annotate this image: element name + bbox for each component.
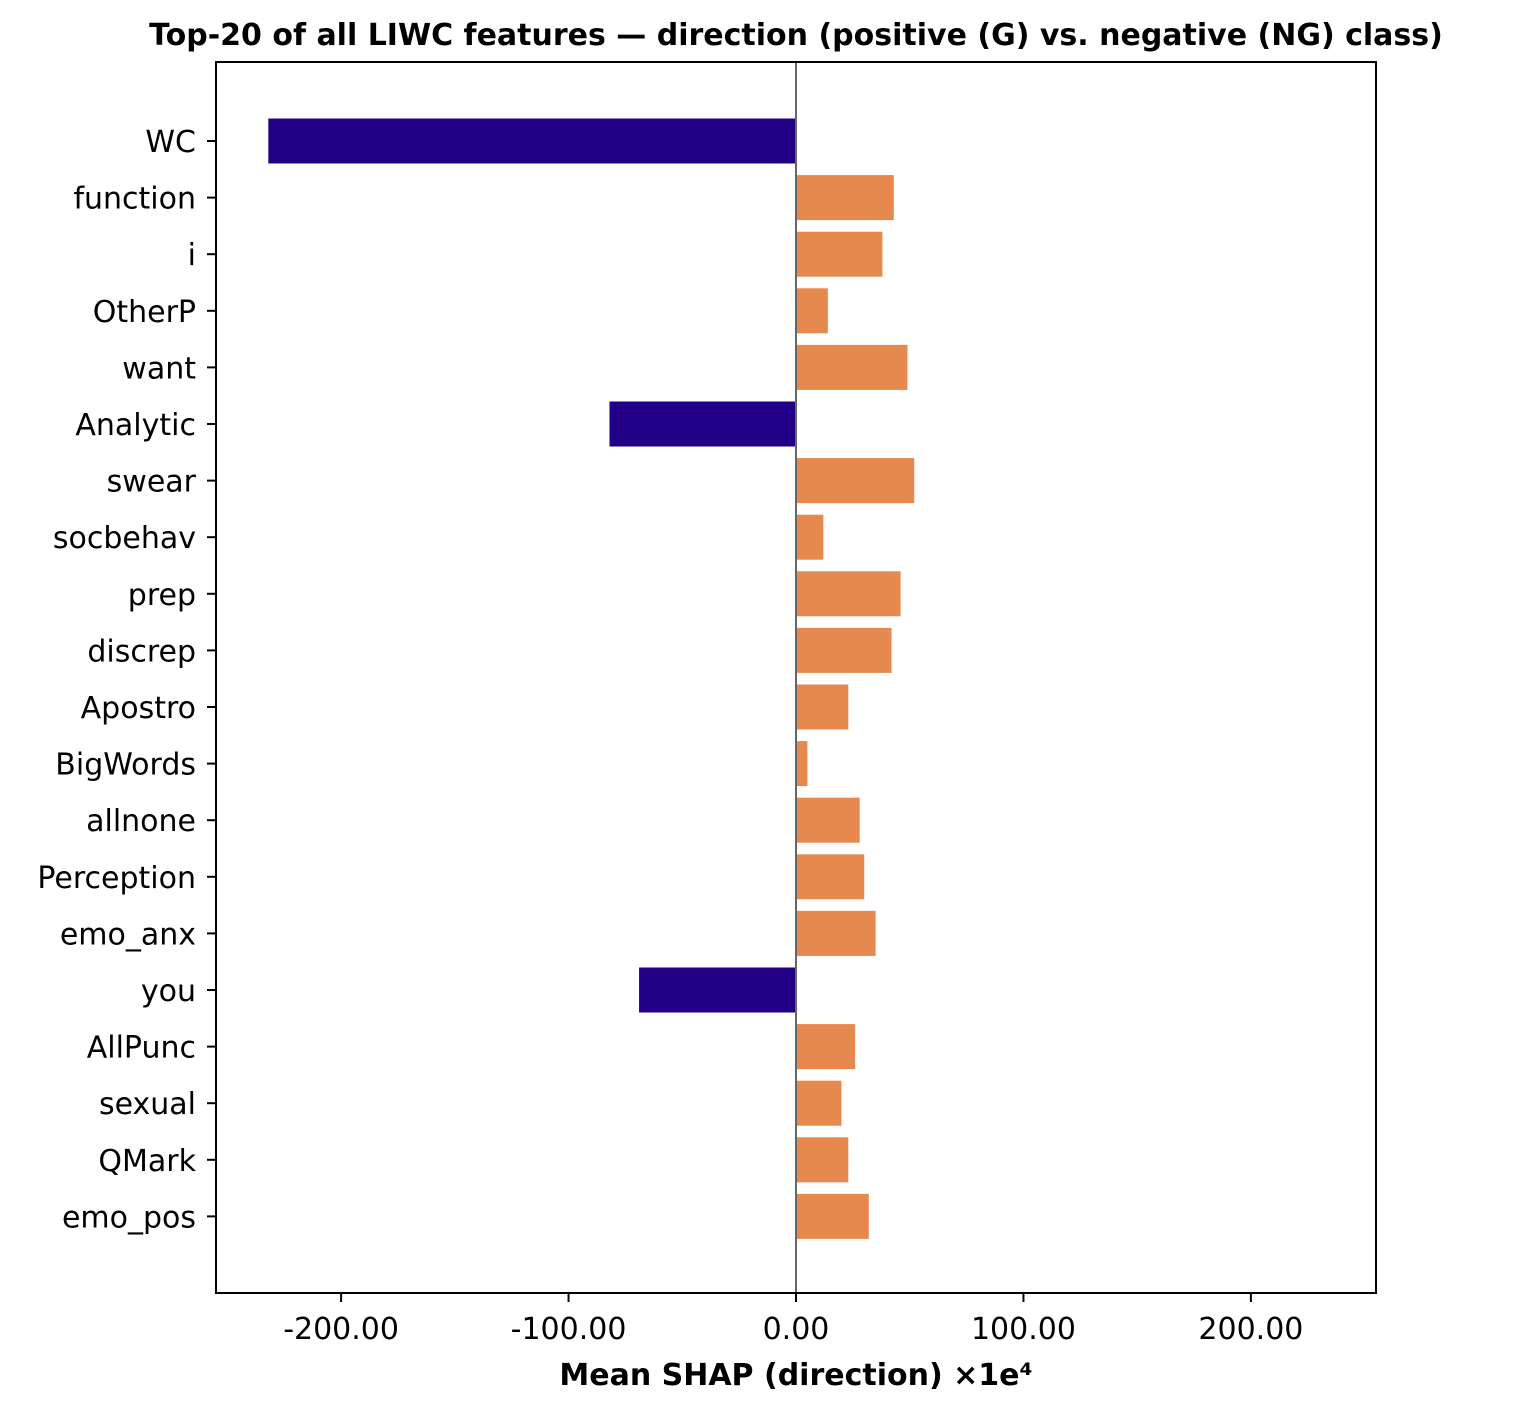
bar-allnone: [796, 797, 860, 843]
y-tick-label: prep: [128, 578, 196, 613]
y-tick-label: want: [122, 351, 196, 386]
y-tick-label: swear: [107, 465, 197, 500]
bar-sexual: [796, 1080, 842, 1126]
bar-emo_pos: [796, 1193, 869, 1239]
bar-want: [796, 344, 908, 390]
bar-apostro: [796, 684, 849, 730]
chart-title: Top-20 of all LIWC features — direction …: [149, 18, 1443, 53]
bar-emo_anx: [796, 910, 876, 956]
y-tick-label: emo_pos: [62, 1200, 196, 1235]
bar-discrep: [796, 627, 892, 673]
y-tick-label: allnone: [86, 804, 196, 839]
y-tick-label: Apostro: [81, 691, 196, 726]
y-tick-label: you: [141, 974, 196, 1009]
bar-bigwords: [796, 741, 808, 787]
y-tick-label: AllPunc: [87, 1031, 196, 1066]
y-tick-label: i: [188, 238, 196, 273]
bars-layer: [268, 118, 915, 1239]
y-tick-label: OtherP: [93, 295, 196, 330]
bar-function: [796, 175, 894, 221]
bar-you: [639, 967, 796, 1013]
y-tick-label: discrep: [87, 634, 196, 669]
y-tick-label: Perception: [37, 861, 196, 896]
y-tick-label: QMark: [98, 1144, 196, 1179]
bar-qmark: [796, 1137, 849, 1183]
bar-wc: [268, 118, 796, 164]
y-axis: WC function i OtherP want Analytic swear socbeh…: [37, 125, 216, 1235]
bar-i: [796, 231, 883, 277]
x-tick-label: -100.00: [511, 1312, 627, 1347]
bar-analytic: [609, 401, 796, 447]
bar-swear: [796, 458, 915, 504]
bar-socbehav: [796, 514, 824, 560]
bar-otherp: [796, 288, 828, 334]
y-tick-label: socbehav: [53, 521, 196, 556]
x-tick-label: 100.00: [971, 1312, 1076, 1347]
bar-allpunc: [796, 1024, 856, 1070]
y-tick-label: function: [73, 182, 196, 217]
bar-perception: [796, 854, 865, 900]
y-tick-label: emo_anx: [60, 917, 196, 952]
bar-prep: [796, 571, 901, 617]
x-tick-label: 200.00: [1198, 1312, 1303, 1347]
y-tick-label: Analytic: [75, 408, 196, 443]
x-tick-label: 0.00: [763, 1312, 830, 1347]
x-axis: -200.00 -100.00 0.00 100.00 200.00: [283, 1293, 1303, 1347]
x-axis-label: Mean SHAP (direction) ×1e⁴: [559, 1358, 1032, 1393]
y-tick-label: WC: [145, 125, 196, 160]
x-tick-label: -200.00: [283, 1312, 399, 1347]
y-tick-label: BigWords: [55, 748, 196, 783]
y-tick-label: sexual: [99, 1087, 196, 1122]
